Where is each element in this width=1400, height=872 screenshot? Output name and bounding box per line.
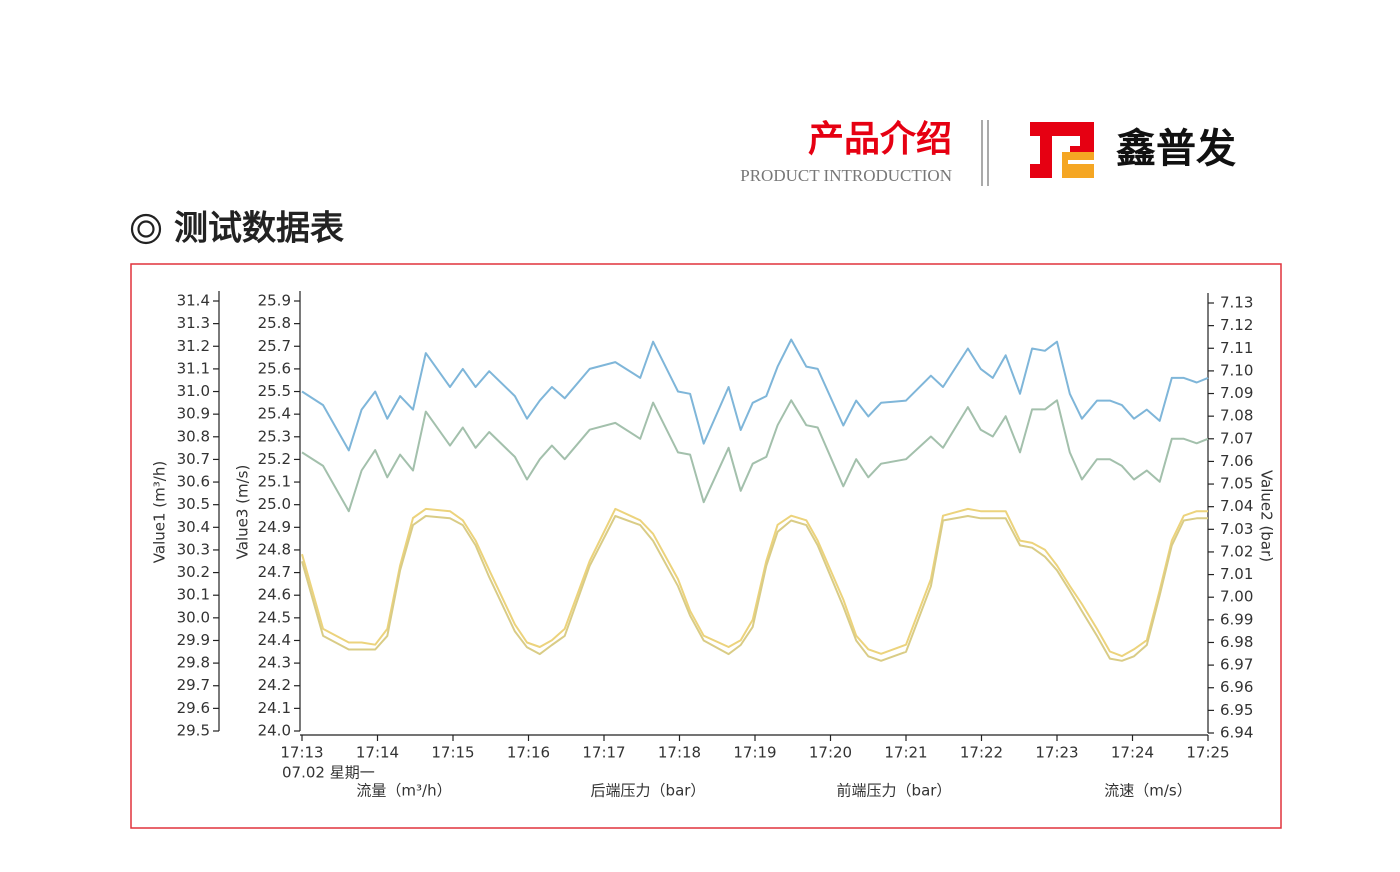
x-tick-label: 17:13 [280,744,323,762]
y-tick-label: 7.10 [1220,361,1253,379]
y-tick-label: 6.99 [1220,610,1253,628]
x-tick-label: 17:16 [507,744,550,762]
y-tick-label: 7.00 [1220,588,1253,606]
y-tick-label: 24.8 [258,540,291,558]
y-tick-label: 24.5 [258,608,291,626]
y-tick-label: 24.0 [258,722,291,740]
y-tick-label: 25.7 [258,337,291,355]
y-tick-label: 25.6 [258,359,291,377]
legend-label: 流量（m³/h） [356,782,451,800]
y-tick-label: 6.95 [1220,701,1253,719]
x-tick-label: 17:24 [1111,744,1154,762]
y-tick-label: 6.97 [1220,656,1253,674]
series-line [301,507,1208,658]
y-tick-label: 24.4 [258,631,291,649]
y-tick-label: 24.2 [258,676,291,694]
y-tick-label: 24.3 [258,654,291,672]
y-tick-label: 25.4 [258,405,291,423]
y-tick-label: 6.96 [1220,678,1253,696]
y-tick-label: 7.04 [1220,497,1253,515]
y-tick-label: 7.07 [1220,429,1253,447]
y-tick-label: 7.09 [1220,384,1253,402]
x-tick-label: 17:25 [1186,744,1229,762]
x-tick-label: 17:17 [582,744,625,762]
x-tick-label: 17:23 [1035,744,1078,762]
y-tick-label: 25.3 [258,427,291,445]
y-tick-label: 7.11 [1220,339,1253,357]
y-tick-label: 24.9 [258,518,291,536]
y-tick-label: 7.01 [1220,565,1253,583]
y-tick-label: 29.7 [177,676,210,694]
section-icon [130,213,162,245]
y-tick-label: 30.9 [177,405,210,423]
x-tick-label: 17:20 [809,744,852,762]
legend-label: 前端压力（bar） [837,782,952,800]
y-tick-label: 6.94 [1220,724,1253,742]
y-tick-label: 7.08 [1220,407,1253,425]
y-tick-label: 7.13 [1220,294,1253,312]
x-tick-label: 17:22 [960,744,1003,762]
series-line [301,399,1209,513]
y-tick-label: 7.12 [1220,316,1253,334]
y2-axis-title: Value2 (bar) [1258,470,1276,562]
y-tick-label: 29.6 [177,699,210,717]
y-tick-label: 7.05 [1220,475,1253,493]
y-tick-label: 6.98 [1220,633,1253,651]
y-tick-label: 24.6 [258,586,291,604]
legend-label: 后端压力（bar） [591,782,706,800]
y-tick-label: 25.8 [258,314,291,332]
y-tick-label: 29.5 [177,722,210,740]
y-tick-label: 25.2 [258,450,291,468]
section-title: 测试数据表 [174,209,344,249]
y-tick-label: 24.1 [258,699,291,717]
x-tick-label: 17:15 [431,744,474,762]
y-tick-label: 31.3 [177,314,210,332]
y-tick-label: 30.6 [177,473,210,491]
y-tick-label: 30.3 [177,540,210,558]
y-tick-label: 25.0 [258,495,291,513]
x-tick-label: 17:19 [733,744,776,762]
y3-axis-title: Value3 (m/s) [234,465,252,560]
y-tick-label: 25.1 [258,473,291,491]
legend-label: 流速（m/s） [1104,782,1191,800]
header-subtitle: PRODUCT INTRODUCTION [740,166,952,185]
y-tick-label: 30.2 [177,563,210,581]
x-tick-label: 17:14 [356,744,399,762]
y-tick-label: 30.0 [177,608,210,626]
section-icon [137,220,155,238]
y-tick-label: 7.06 [1220,452,1253,470]
header-title: 产品介绍 [808,119,952,160]
y-tick-label: 31.1 [177,359,210,377]
y-tick-label: 30.1 [177,586,210,604]
y-tick-label: 31.0 [177,382,210,400]
y-tick-label: 7.02 [1220,542,1253,560]
y-tick-label: 30.5 [177,495,210,513]
x-tick-label: 17:21 [884,744,927,762]
series-line [301,338,1209,452]
y-tick-label: 25.5 [258,382,291,400]
y-tick-label: 31.4 [177,292,210,310]
y-tick-label: 31.2 [177,337,210,355]
y-tick-label: 29.9 [177,631,210,649]
logo [1030,122,1094,178]
date-label: 07.02 星期一 [282,764,375,782]
chart-frame [130,263,1282,829]
y-tick-label: 7.03 [1220,520,1253,538]
y-tick-label: 30.4 [177,518,210,536]
y-axis-title: Value1 (m³/h) [151,461,169,563]
y-tick-label: 30.8 [177,427,210,445]
y-tick-label: 29.8 [177,654,210,672]
brand-name: 鑫普发 [1116,125,1236,172]
series-line [301,515,1208,662]
x-tick-label: 17:18 [658,744,701,762]
y-tick-label: 25.9 [258,292,291,310]
y-tick-label: 24.7 [258,563,291,581]
y-tick-label: 30.7 [177,450,210,468]
